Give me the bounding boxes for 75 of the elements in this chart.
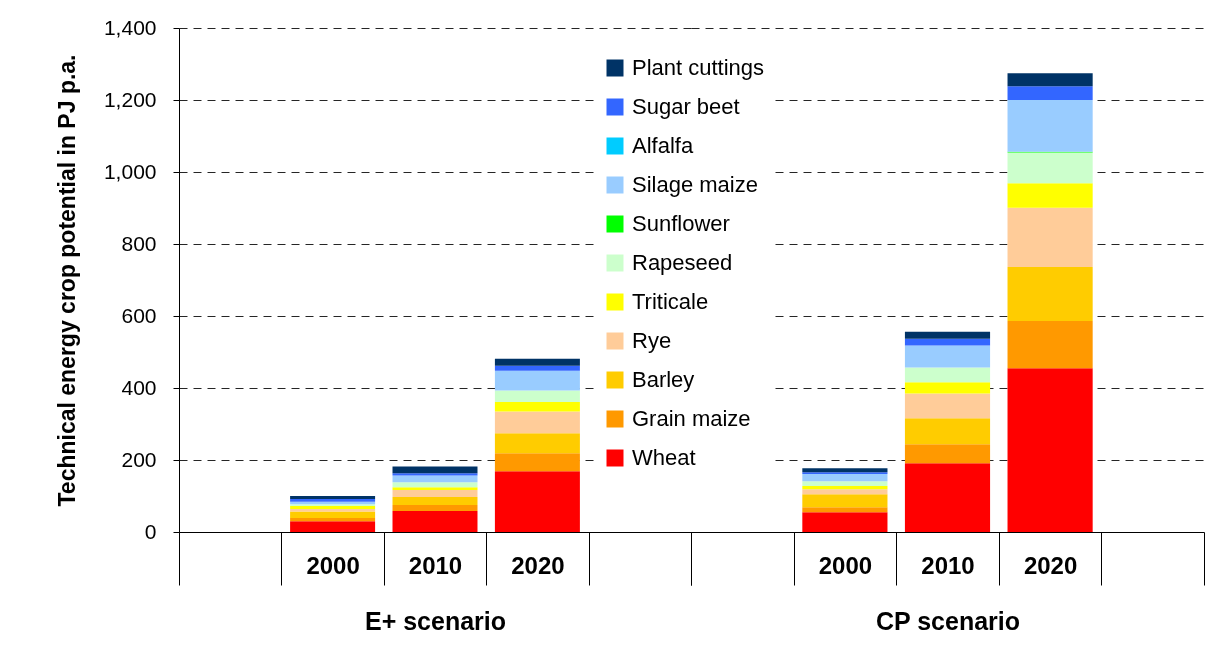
bar — [1007, 86, 1093, 100]
bar — [904, 418, 991, 445]
x-axis-title: CP scenario — [875, 607, 1021, 635]
bar — [494, 370, 580, 391]
y-tick-label: 1,200 — [103, 87, 157, 111]
legend-label: Rapeseed — [632, 250, 733, 275]
bar — [392, 475, 478, 483]
bar — [1007, 152, 1093, 184]
bar — [392, 505, 478, 512]
x-axis-title: E+ scenario — [364, 607, 507, 635]
bar — [392, 497, 478, 505]
bar — [802, 507, 888, 513]
bar — [904, 444, 991, 464]
bar — [494, 358, 580, 366]
bar — [494, 365, 580, 371]
bar — [802, 494, 888, 508]
x-tick-label: 2020 — [511, 551, 565, 579]
bar — [290, 517, 376, 522]
bar — [802, 468, 888, 473]
bar — [494, 402, 580, 412]
bar — [904, 345, 991, 368]
bar — [1007, 100, 1093, 152]
bar — [802, 489, 888, 495]
bar — [494, 453, 580, 472]
y-axis-title: Technical energy crop potential in PJ p.a. — [53, 54, 80, 507]
bar — [904, 393, 991, 419]
bar — [392, 511, 478, 532]
bar — [904, 331, 991, 339]
bar — [904, 338, 991, 346]
bar — [392, 482, 478, 488]
bar — [392, 487, 478, 490]
bar — [290, 511, 376, 518]
y-tick-label: 600 — [121, 303, 157, 327]
bar — [494, 471, 580, 532]
x-tick-label: 2020 — [1023, 551, 1078, 579]
legend-label: Rye — [632, 328, 672, 353]
x-tick-label: 2000 — [818, 551, 873, 579]
bar — [494, 411, 580, 434]
legend-label: Triticale — [632, 289, 709, 314]
bar — [904, 367, 991, 383]
legend-label: Silage maize — [632, 172, 758, 197]
bar — [1007, 321, 1093, 369]
x-tick-label: 2010 — [408, 551, 463, 579]
bar — [904, 463, 991, 532]
bar — [1007, 73, 1093, 87]
bar — [494, 433, 580, 454]
y-tick-label: 1,400 — [103, 15, 157, 39]
y-tick-label: 0 — [144, 519, 157, 543]
legend-label: Alfalfa — [632, 133, 694, 158]
legend-label: Sunflower — [632, 211, 730, 236]
legend-label: Plant cuttings — [632, 55, 765, 80]
bar — [802, 512, 888, 532]
bar — [392, 473, 478, 476]
bar — [1007, 267, 1093, 322]
bar — [1007, 368, 1093, 532]
y-tick-label: 400 — [121, 375, 157, 399]
bar — [802, 474, 888, 482]
x-tick-label: 2000 — [306, 551, 360, 579]
legend-label: Grain maize — [632, 406, 751, 431]
legend-label: Sugar beet — [632, 94, 740, 119]
y-tick-label: 200 — [121, 447, 157, 471]
bar — [392, 489, 478, 498]
bar — [1007, 183, 1093, 208]
x-tick-label: 2010 — [921, 551, 975, 579]
bar — [904, 382, 991, 394]
legend-label: Wheat — [632, 445, 696, 470]
bar — [494, 390, 580, 403]
bar — [802, 481, 888, 486]
y-tick-label: 800 — [121, 231, 157, 255]
bar — [392, 466, 478, 474]
y-tick-label: 1,000 — [103, 159, 157, 183]
legend-label: Barley — [632, 367, 695, 392]
bar — [1007, 207, 1093, 268]
bar — [290, 521, 376, 532]
bar — [802, 485, 888, 490]
